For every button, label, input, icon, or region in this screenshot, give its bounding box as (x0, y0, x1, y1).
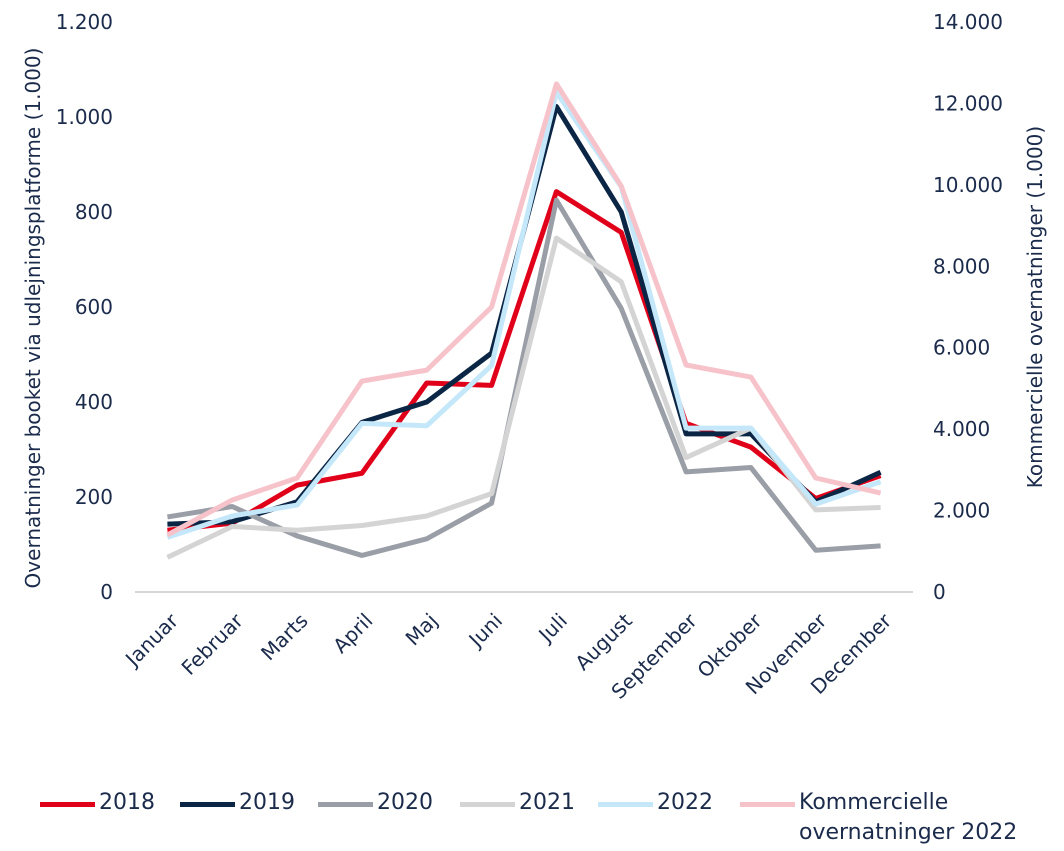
y2-tick-label: 4.000 (933, 417, 990, 441)
legend-item: 2021 (460, 788, 575, 818)
legend-item: 2019 (180, 788, 295, 818)
y2-axis-title: Kommercielle overnatninger (1.000) (1023, 126, 1047, 488)
y-tick-label: 1.200 (56, 10, 113, 34)
x-tick-label: Marts (256, 609, 313, 666)
y-tick-label: 800 (75, 200, 113, 224)
x-tick-label: April (328, 609, 377, 658)
y2-tick-label: 8.000 (933, 254, 990, 278)
x-tick-label: Februar (177, 608, 249, 680)
y-axis-title: Overnatninger booket via udlejningsplatf… (21, 48, 45, 589)
legend-label: 2022 (657, 790, 713, 815)
y2-tick-label: 0 (933, 580, 946, 604)
chart: Overnatninger booket via udlejningsplatf… (21, 10, 1047, 704)
legend-item: 2018 (40, 788, 155, 818)
series-line (167, 189, 882, 533)
legend-item: 2020 (318, 788, 433, 818)
legend-swatch (740, 802, 795, 807)
x-tick-label: Januar (119, 608, 183, 672)
legend-swatch (40, 802, 95, 807)
legend-swatch (318, 802, 373, 807)
legend-label: 2018 (99, 790, 155, 815)
y2-tick-label: 14.000 (933, 10, 1003, 34)
legend-label: 2020 (377, 790, 433, 815)
legend-swatch (460, 802, 515, 807)
legend-swatch (598, 802, 653, 807)
x-tick-label: Maj (401, 609, 443, 651)
x-tick-label: Juli (533, 609, 572, 648)
series-line (166, 89, 882, 540)
series-line (166, 81, 882, 538)
legend-label: 2021 (519, 790, 575, 815)
y2-tick-label: 6.000 (933, 336, 990, 360)
y2-tick-label: 10.000 (933, 173, 1003, 197)
legend-label: 2019 (239, 790, 295, 815)
y-tick-label: 200 (75, 485, 113, 509)
y-tick-label: 1.000 (56, 105, 113, 129)
x-tick-label: Juni (463, 609, 507, 653)
y2-tick-label: 2.000 (933, 499, 990, 523)
legend-item: Kommercielle overnatninger 2022 (740, 788, 1060, 848)
legend-swatch (180, 802, 235, 807)
y-tick-label: 0 (100, 580, 113, 604)
series-line (167, 197, 881, 558)
y2-tick-label: 12.000 (933, 91, 1003, 115)
y-tick-label: 400 (75, 390, 113, 414)
series-line (167, 104, 882, 527)
y-tick-label: 600 (75, 295, 113, 319)
legend-label: Kommercielle overnatninger 2022 (799, 790, 1018, 845)
legend-item: 2022 (598, 788, 713, 818)
